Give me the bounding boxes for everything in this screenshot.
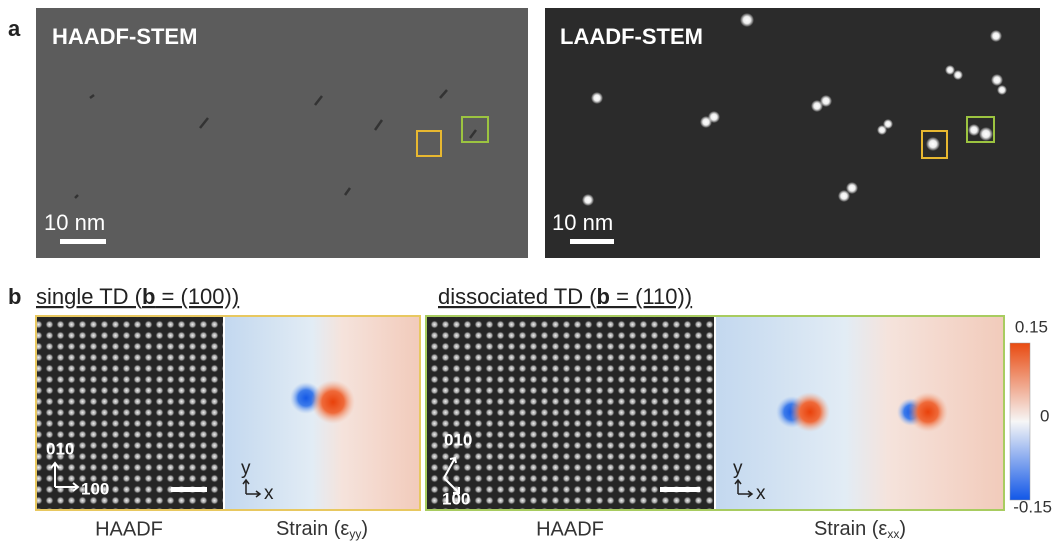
axis-label: 100 — [81, 479, 109, 498]
caption-text: ) — [361, 518, 368, 540]
scale-bar — [660, 487, 700, 492]
axis-label: y — [241, 458, 251, 479]
image-title: HAADF-STEM — [52, 24, 197, 49]
strain-lobe — [790, 392, 830, 432]
caption-text: Strain (ε — [814, 518, 887, 540]
group-heading: single TD (b = (100)) — [36, 284, 239, 309]
scale-bar — [570, 239, 614, 244]
axis-label: 010 — [46, 439, 74, 458]
strain-lobe — [908, 392, 948, 432]
panel-label: a — [8, 16, 21, 41]
dissociated-td-group — [426, 316, 1004, 510]
scale-bar — [60, 239, 106, 244]
heading-text: dissociated TD ( — [438, 284, 597, 309]
axis-label: y — [733, 458, 743, 479]
caption-text: Strain (ε — [276, 518, 349, 540]
strain-lobe — [311, 380, 355, 424]
heading-text: = (100)) — [155, 284, 239, 309]
image-title: LAADF-STEM — [560, 24, 703, 49]
caption: HAADF — [95, 518, 163, 540]
axis-label: x — [756, 483, 766, 504]
heading-bold: b — [142, 284, 155, 309]
haadf-lattice — [37, 317, 223, 509]
haadf-lattice — [427, 317, 714, 509]
caption-sub: xx — [887, 527, 899, 541]
colorbar-label: 0.15 — [1015, 317, 1048, 336]
colorbar-label: 0 — [1040, 406, 1049, 425]
colorbar-label: -0.15 — [1013, 497, 1052, 516]
heading-text: single TD ( — [36, 284, 143, 309]
colorbar — [1010, 343, 1030, 500]
axis-label: 100 — [442, 489, 470, 508]
caption: Strain (εxx) — [814, 518, 906, 541]
heading-text: = (110)) — [610, 284, 692, 309]
caption-sub: yy — [349, 527, 361, 541]
caption: Strain (εyy) — [276, 518, 368, 541]
heading-bold: b — [597, 284, 610, 309]
panel-label: b — [8, 284, 21, 309]
strain-map — [716, 317, 1003, 509]
scale-bar-label: 10 nm — [552, 210, 613, 235]
figure: a HAADF-STEM 10 nm LAADF-STEM 10 nm b si… — [0, 0, 1056, 546]
scale-bar-label: 10 nm — [44, 210, 105, 235]
scale-bar — [171, 487, 207, 492]
axis-label: x — [264, 483, 274, 504]
axis-label: 010 — [444, 430, 472, 449]
group-heading: dissociated TD (b = (110)) — [438, 284, 692, 309]
caption: HAADF — [536, 518, 604, 540]
caption-text: ) — [899, 518, 906, 540]
